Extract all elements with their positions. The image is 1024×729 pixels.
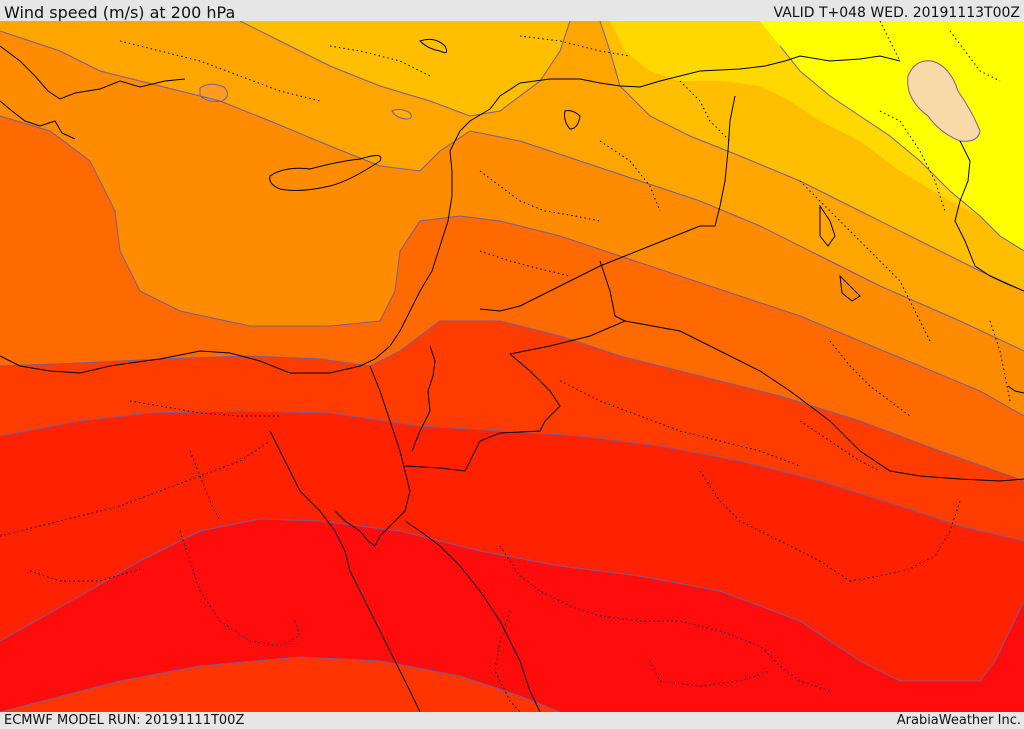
map-canvas xyxy=(0,21,1024,712)
wind-speed-map xyxy=(0,21,1024,712)
valid-time-label: VALID T+048 WED. 20191113T00Z xyxy=(773,5,1020,21)
pale-patch-small-2 xyxy=(391,108,412,120)
internal-borders xyxy=(0,21,1011,712)
title-bar: Wind speed (m/s) at 200 hPa VALID T+048 … xyxy=(0,0,1024,22)
footer-bar: ECMWF MODEL RUN: 20191111T00Z ArabiaWeat… xyxy=(0,712,1024,729)
chart-title: Wind speed (m/s) at 200 hPa xyxy=(4,3,236,22)
band-light-yellow xyxy=(760,21,1024,251)
pale-patch-small xyxy=(199,83,228,102)
coastlines xyxy=(0,38,1024,712)
band-red-orange-south xyxy=(0,657,560,712)
model-run-label: ECMWF MODEL RUN: 20191111T00Z xyxy=(4,713,245,728)
pale-patch-caspian xyxy=(907,60,981,142)
credit-label: ArabiaWeather Inc. xyxy=(896,713,1021,728)
contour-lines xyxy=(0,21,1024,712)
